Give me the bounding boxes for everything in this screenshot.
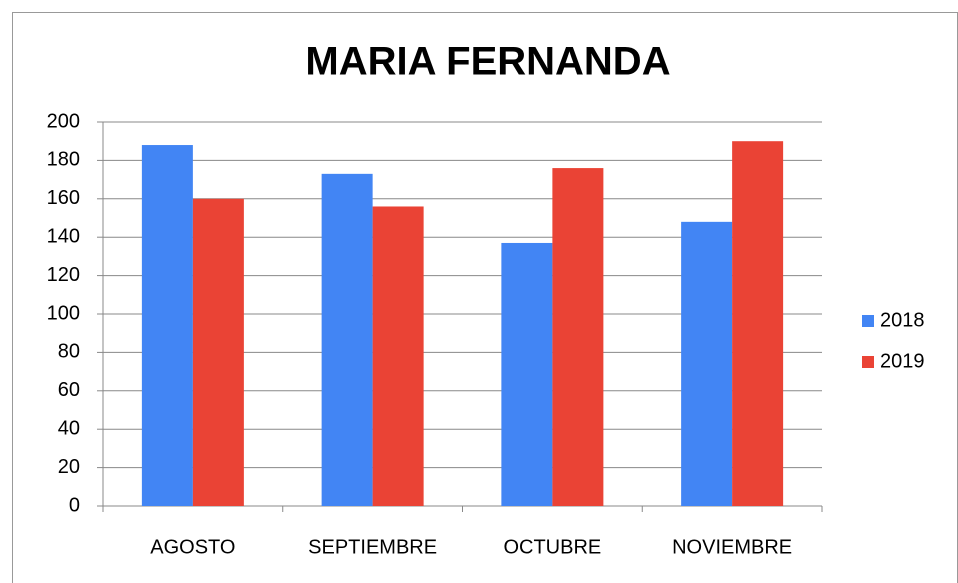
legend-label: 2018 (880, 309, 925, 331)
bar (501, 242, 553, 506)
legend-swatch (862, 356, 874, 368)
bar (552, 168, 604, 506)
bar (681, 221, 733, 506)
x-tick-label: AGOSTO (150, 536, 235, 558)
x-tick-label: SEPTIEMBRE (308, 536, 437, 558)
y-tick-label: 160 (47, 187, 80, 209)
y-tick-label: 0 (69, 494, 80, 516)
y-tick-label: 80 (58, 341, 80, 363)
bar (732, 141, 784, 506)
chart-title: MARIA FERNANDA (305, 40, 670, 84)
x-tick-label: NOVIEMBRE (672, 536, 792, 558)
x-tick-label: OCTUBRE (503, 536, 601, 558)
bar (372, 206, 424, 507)
y-tick-label: 180 (47, 149, 80, 171)
bar (141, 145, 193, 507)
y-tick-label: 60 (58, 379, 80, 401)
y-tick-label: 20 (58, 456, 80, 478)
y-tick-label: 140 (47, 225, 80, 247)
bar (321, 173, 373, 506)
y-tick-label: 120 (47, 264, 80, 286)
legend-swatch (862, 315, 874, 327)
y-tick-label: 40 (58, 417, 80, 439)
y-tick-label: 100 (47, 302, 80, 324)
y-tick-label: 200 (47, 110, 80, 132)
legend-label: 2019 (880, 350, 925, 372)
bar (192, 198, 244, 507)
